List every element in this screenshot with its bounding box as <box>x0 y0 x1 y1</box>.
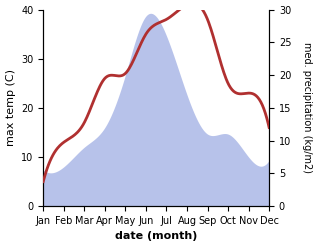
Y-axis label: med. precipitation (kg/m2): med. precipitation (kg/m2) <box>302 42 313 173</box>
X-axis label: date (month): date (month) <box>115 231 197 242</box>
Y-axis label: max temp (C): max temp (C) <box>5 69 16 146</box>
